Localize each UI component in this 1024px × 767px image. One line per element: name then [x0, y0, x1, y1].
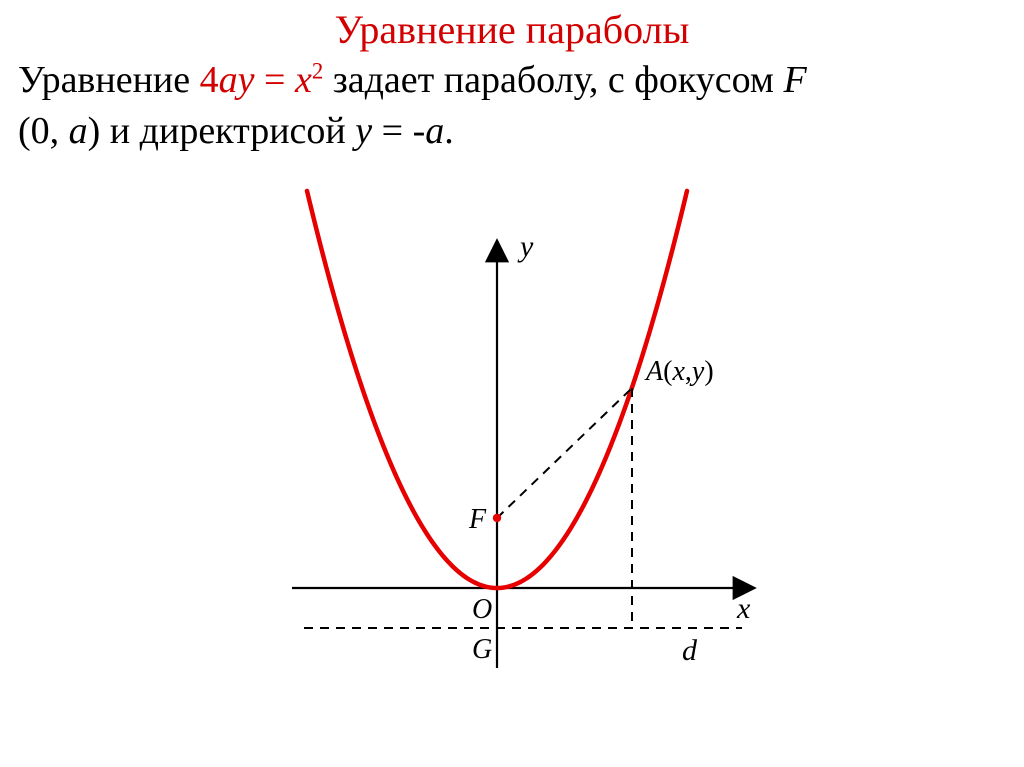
txt-mid1: задает параболу, с фокусом — [323, 59, 783, 101]
label-focus: F — [468, 504, 487, 535]
label-origin: O — [472, 594, 492, 625]
eq-4: 4 — [200, 59, 219, 101]
label-x-axis: x — [736, 592, 751, 625]
eq-eq: = — [255, 59, 295, 101]
label-point-A: A(x,y) — [644, 356, 714, 387]
parabola-diagram: y x OGd F A(x,y) — [232, 188, 792, 708]
txt-pre: Уравнение — [18, 59, 200, 101]
eq-exp: 2 — [312, 58, 323, 83]
l2-dot: . — [444, 110, 454, 152]
title-text: Уравнение параболы — [335, 7, 690, 52]
eq-x: x — [295, 59, 312, 101]
l2-y: y — [355, 110, 372, 152]
page-title: Уравнение параболы — [0, 0, 1024, 53]
body-text: Уравнение 4ay = x2 задает параболу, с фо… — [0, 53, 1024, 158]
segment-FA — [497, 388, 632, 518]
label-d: d — [682, 634, 698, 667]
l2-close: ) и директрисой — [88, 110, 356, 152]
label-G: G — [472, 634, 492, 665]
focus-point — [493, 513, 501, 521]
eq-y: y — [238, 59, 255, 101]
l2-a: a — [69, 110, 88, 152]
eq-a: a — [219, 59, 238, 101]
txt-F: F — [783, 59, 806, 101]
diagram-container: y x OGd F A(x,y) — [0, 188, 1024, 708]
l2-open: (0, — [18, 110, 69, 152]
label-y-axis: y — [517, 230, 534, 263]
l2-a2: a — [425, 110, 444, 152]
l2-eq: = - — [372, 110, 425, 152]
